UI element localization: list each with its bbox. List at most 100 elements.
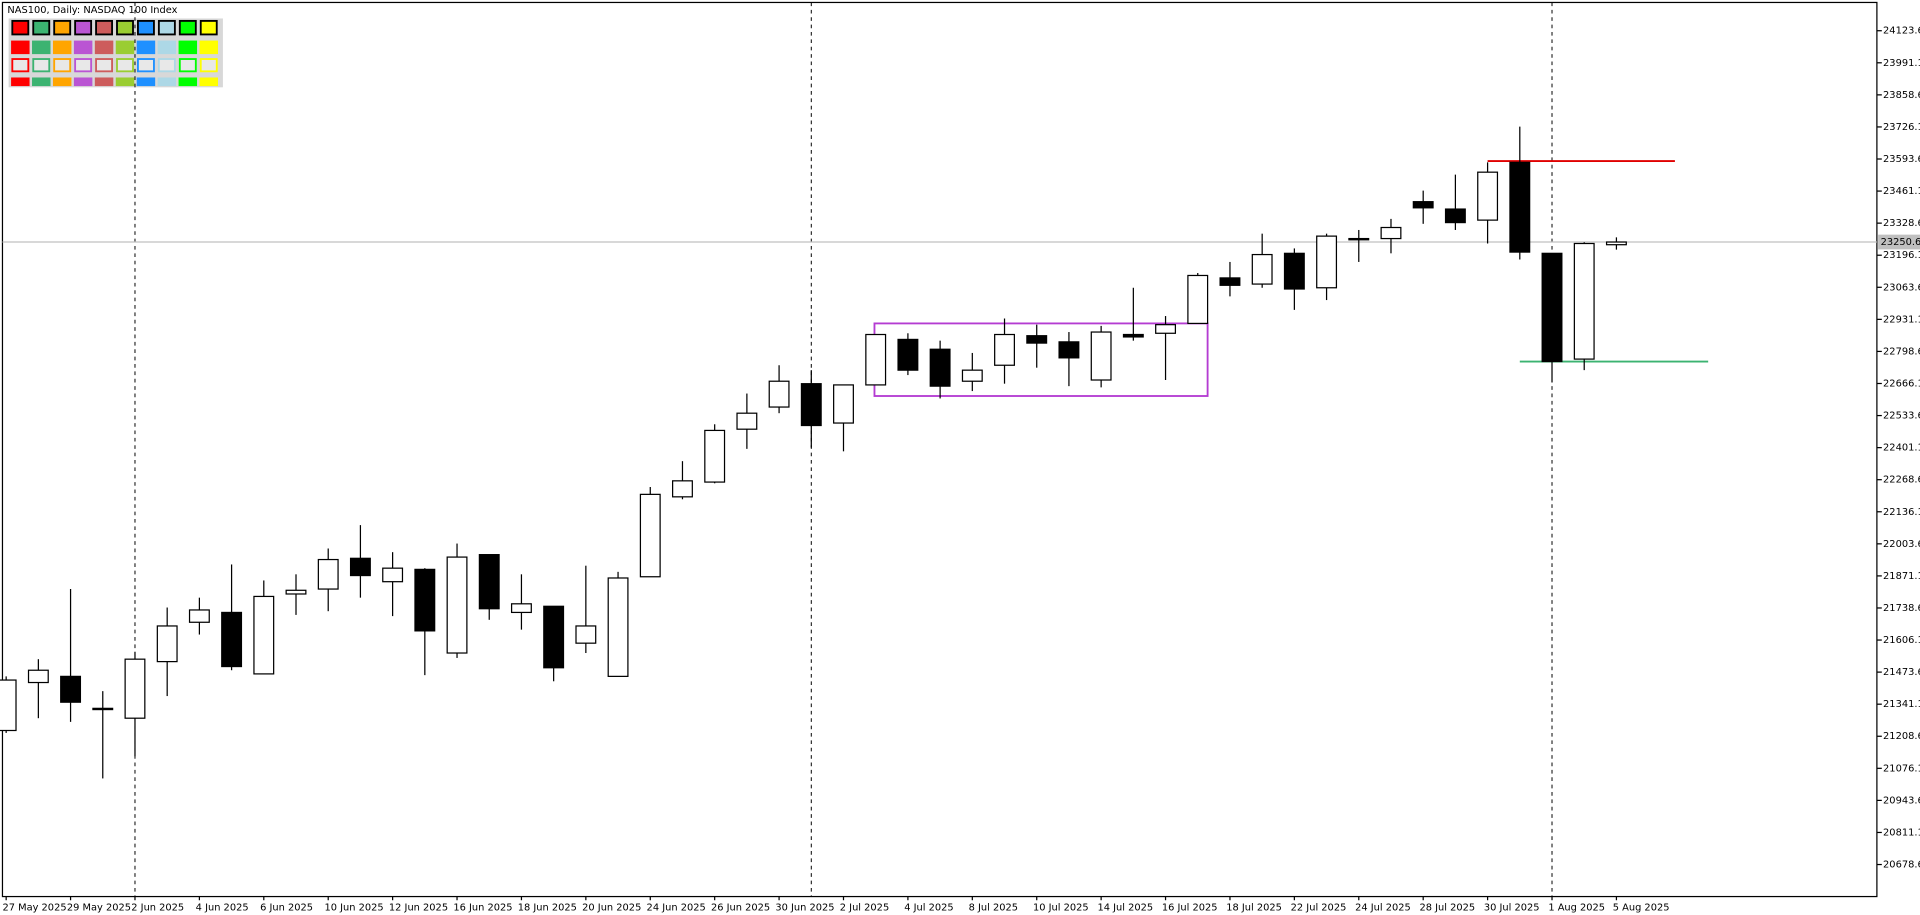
swatch bbox=[94, 40, 114, 55]
candle-body bbox=[478, 554, 500, 610]
y-tick-label: 21208.6 bbox=[1883, 731, 1920, 742]
y-tick-label: 22533.6 bbox=[1883, 411, 1920, 422]
y-tick-label: 23991.1 bbox=[1883, 58, 1920, 69]
swatch bbox=[178, 58, 197, 73]
candle-body bbox=[253, 595, 275, 675]
candle-body bbox=[1541, 252, 1563, 363]
y-tick-label: 23461.1 bbox=[1883, 186, 1920, 197]
swatch bbox=[178, 40, 198, 55]
x-tick-label: 5 Aug 2025 bbox=[1613, 903, 1670, 914]
swatch bbox=[53, 19, 72, 36]
candle-body bbox=[1155, 324, 1177, 334]
candle-body bbox=[929, 348, 951, 387]
candle-body bbox=[285, 589, 307, 595]
x-tick-label: 10 Jun 2025 bbox=[325, 903, 384, 914]
y-tick-label: 21606.1 bbox=[1883, 635, 1920, 646]
y-tick-label: 23196.1 bbox=[1883, 250, 1920, 261]
y-tick-label: 22401.1 bbox=[1883, 443, 1920, 454]
candle-body bbox=[1412, 201, 1434, 209]
candle-body bbox=[221, 611, 243, 668]
x-tick-label: 1 Aug 2025 bbox=[1548, 903, 1605, 914]
candle-body bbox=[961, 369, 983, 382]
candle-body bbox=[607, 577, 629, 677]
candle-body bbox=[1090, 331, 1112, 381]
y-tick-label: 21076.1 bbox=[1883, 763, 1920, 774]
x-tick-label: 16 Jun 2025 bbox=[453, 903, 512, 914]
candle-body bbox=[92, 707, 114, 711]
y-tick-label: 20811.1 bbox=[1883, 827, 1920, 838]
x-tick-label: 4 Jul 2025 bbox=[904, 903, 953, 914]
swatch bbox=[115, 40, 135, 55]
candle-body bbox=[156, 625, 178, 663]
swatch bbox=[11, 40, 30, 55]
swatch bbox=[32, 58, 51, 73]
y-tick-label: 22268.6 bbox=[1883, 475, 1920, 486]
candle-body bbox=[382, 567, 404, 583]
candle-body bbox=[317, 558, 339, 590]
swatch bbox=[95, 19, 113, 36]
y-tick-label: 22136.1 bbox=[1883, 507, 1920, 518]
x-tick-label: 14 Jul 2025 bbox=[1097, 903, 1153, 914]
candle-body bbox=[1283, 252, 1305, 290]
x-tick-label: 30 Jul 2025 bbox=[1484, 903, 1540, 914]
swatch bbox=[199, 40, 218, 55]
candle-body bbox=[736, 412, 758, 430]
y-tick-label: 23063.6 bbox=[1883, 282, 1920, 293]
candle-body bbox=[414, 568, 436, 632]
x-tick-label: 16 Jul 2025 bbox=[1162, 903, 1218, 914]
swatch bbox=[32, 19, 51, 36]
y-tick-label: 23858.6 bbox=[1883, 90, 1920, 101]
x-tick-label: 2 Jul 2025 bbox=[840, 903, 889, 914]
y-tick-label: 22798.6 bbox=[1883, 346, 1920, 357]
y-tick-label: 21473.6 bbox=[1883, 667, 1920, 678]
x-tick-label: 10 Jul 2025 bbox=[1033, 903, 1089, 914]
x-tick-label: 28 Jul 2025 bbox=[1419, 903, 1475, 914]
swatch bbox=[11, 58, 30, 73]
candle-body bbox=[639, 493, 661, 578]
x-tick-label: 29 May 2025 bbox=[67, 903, 131, 914]
candle-body bbox=[60, 675, 82, 703]
x-tick-label: 18 Jun 2025 bbox=[518, 903, 577, 914]
swatch bbox=[74, 58, 93, 73]
x-tick-label: 30 Jun 2025 bbox=[775, 903, 834, 914]
candle-body bbox=[1444, 208, 1466, 224]
x-tick-label: 18 Jul 2025 bbox=[1226, 903, 1282, 914]
candle-body bbox=[865, 333, 887, 386]
candle-body bbox=[768, 380, 790, 408]
swatch bbox=[74, 19, 93, 36]
x-tick-label: 20 Jun 2025 bbox=[582, 903, 641, 914]
color-palette[interactable] bbox=[8, 18, 223, 88]
x-tick-label: 2 Jun 2025 bbox=[131, 903, 184, 914]
price-label-bg bbox=[1878, 234, 1920, 250]
swatch bbox=[157, 77, 177, 87]
y-tick-label: 24123.6 bbox=[1883, 26, 1920, 37]
candle-body bbox=[124, 658, 146, 719]
swatch bbox=[53, 58, 72, 73]
candle-body bbox=[800, 383, 822, 427]
candle-body bbox=[1477, 171, 1499, 221]
y-tick-label: 22003.6 bbox=[1883, 539, 1920, 550]
candle-body bbox=[1058, 341, 1080, 359]
x-tick-label: 8 Jul 2025 bbox=[969, 903, 1018, 914]
x-tick-label: 6 Jun 2025 bbox=[260, 903, 313, 914]
swatch bbox=[52, 40, 72, 55]
candle-body bbox=[575, 625, 597, 644]
candle-body bbox=[1122, 333, 1144, 338]
candle-body bbox=[510, 603, 532, 614]
candle-body bbox=[994, 333, 1015, 366]
swatch bbox=[115, 77, 135, 87]
candle-body bbox=[1316, 235, 1338, 289]
candle-body bbox=[1573, 242, 1595, 360]
swatch bbox=[199, 19, 218, 36]
y-tick-label: 22931.1 bbox=[1883, 314, 1920, 325]
y-tick-label: 22666.1 bbox=[1883, 378, 1920, 389]
swatch bbox=[157, 58, 176, 73]
y-tick-label: 23328.6 bbox=[1883, 218, 1920, 229]
candle-body bbox=[672, 480, 693, 498]
swatch bbox=[32, 77, 51, 87]
chart-title: NAS100, Daily: NASDAQ 100 Index bbox=[7, 5, 177, 16]
candle-body bbox=[1187, 274, 1209, 325]
swatch bbox=[199, 58, 218, 73]
candle-body bbox=[0, 679, 17, 732]
